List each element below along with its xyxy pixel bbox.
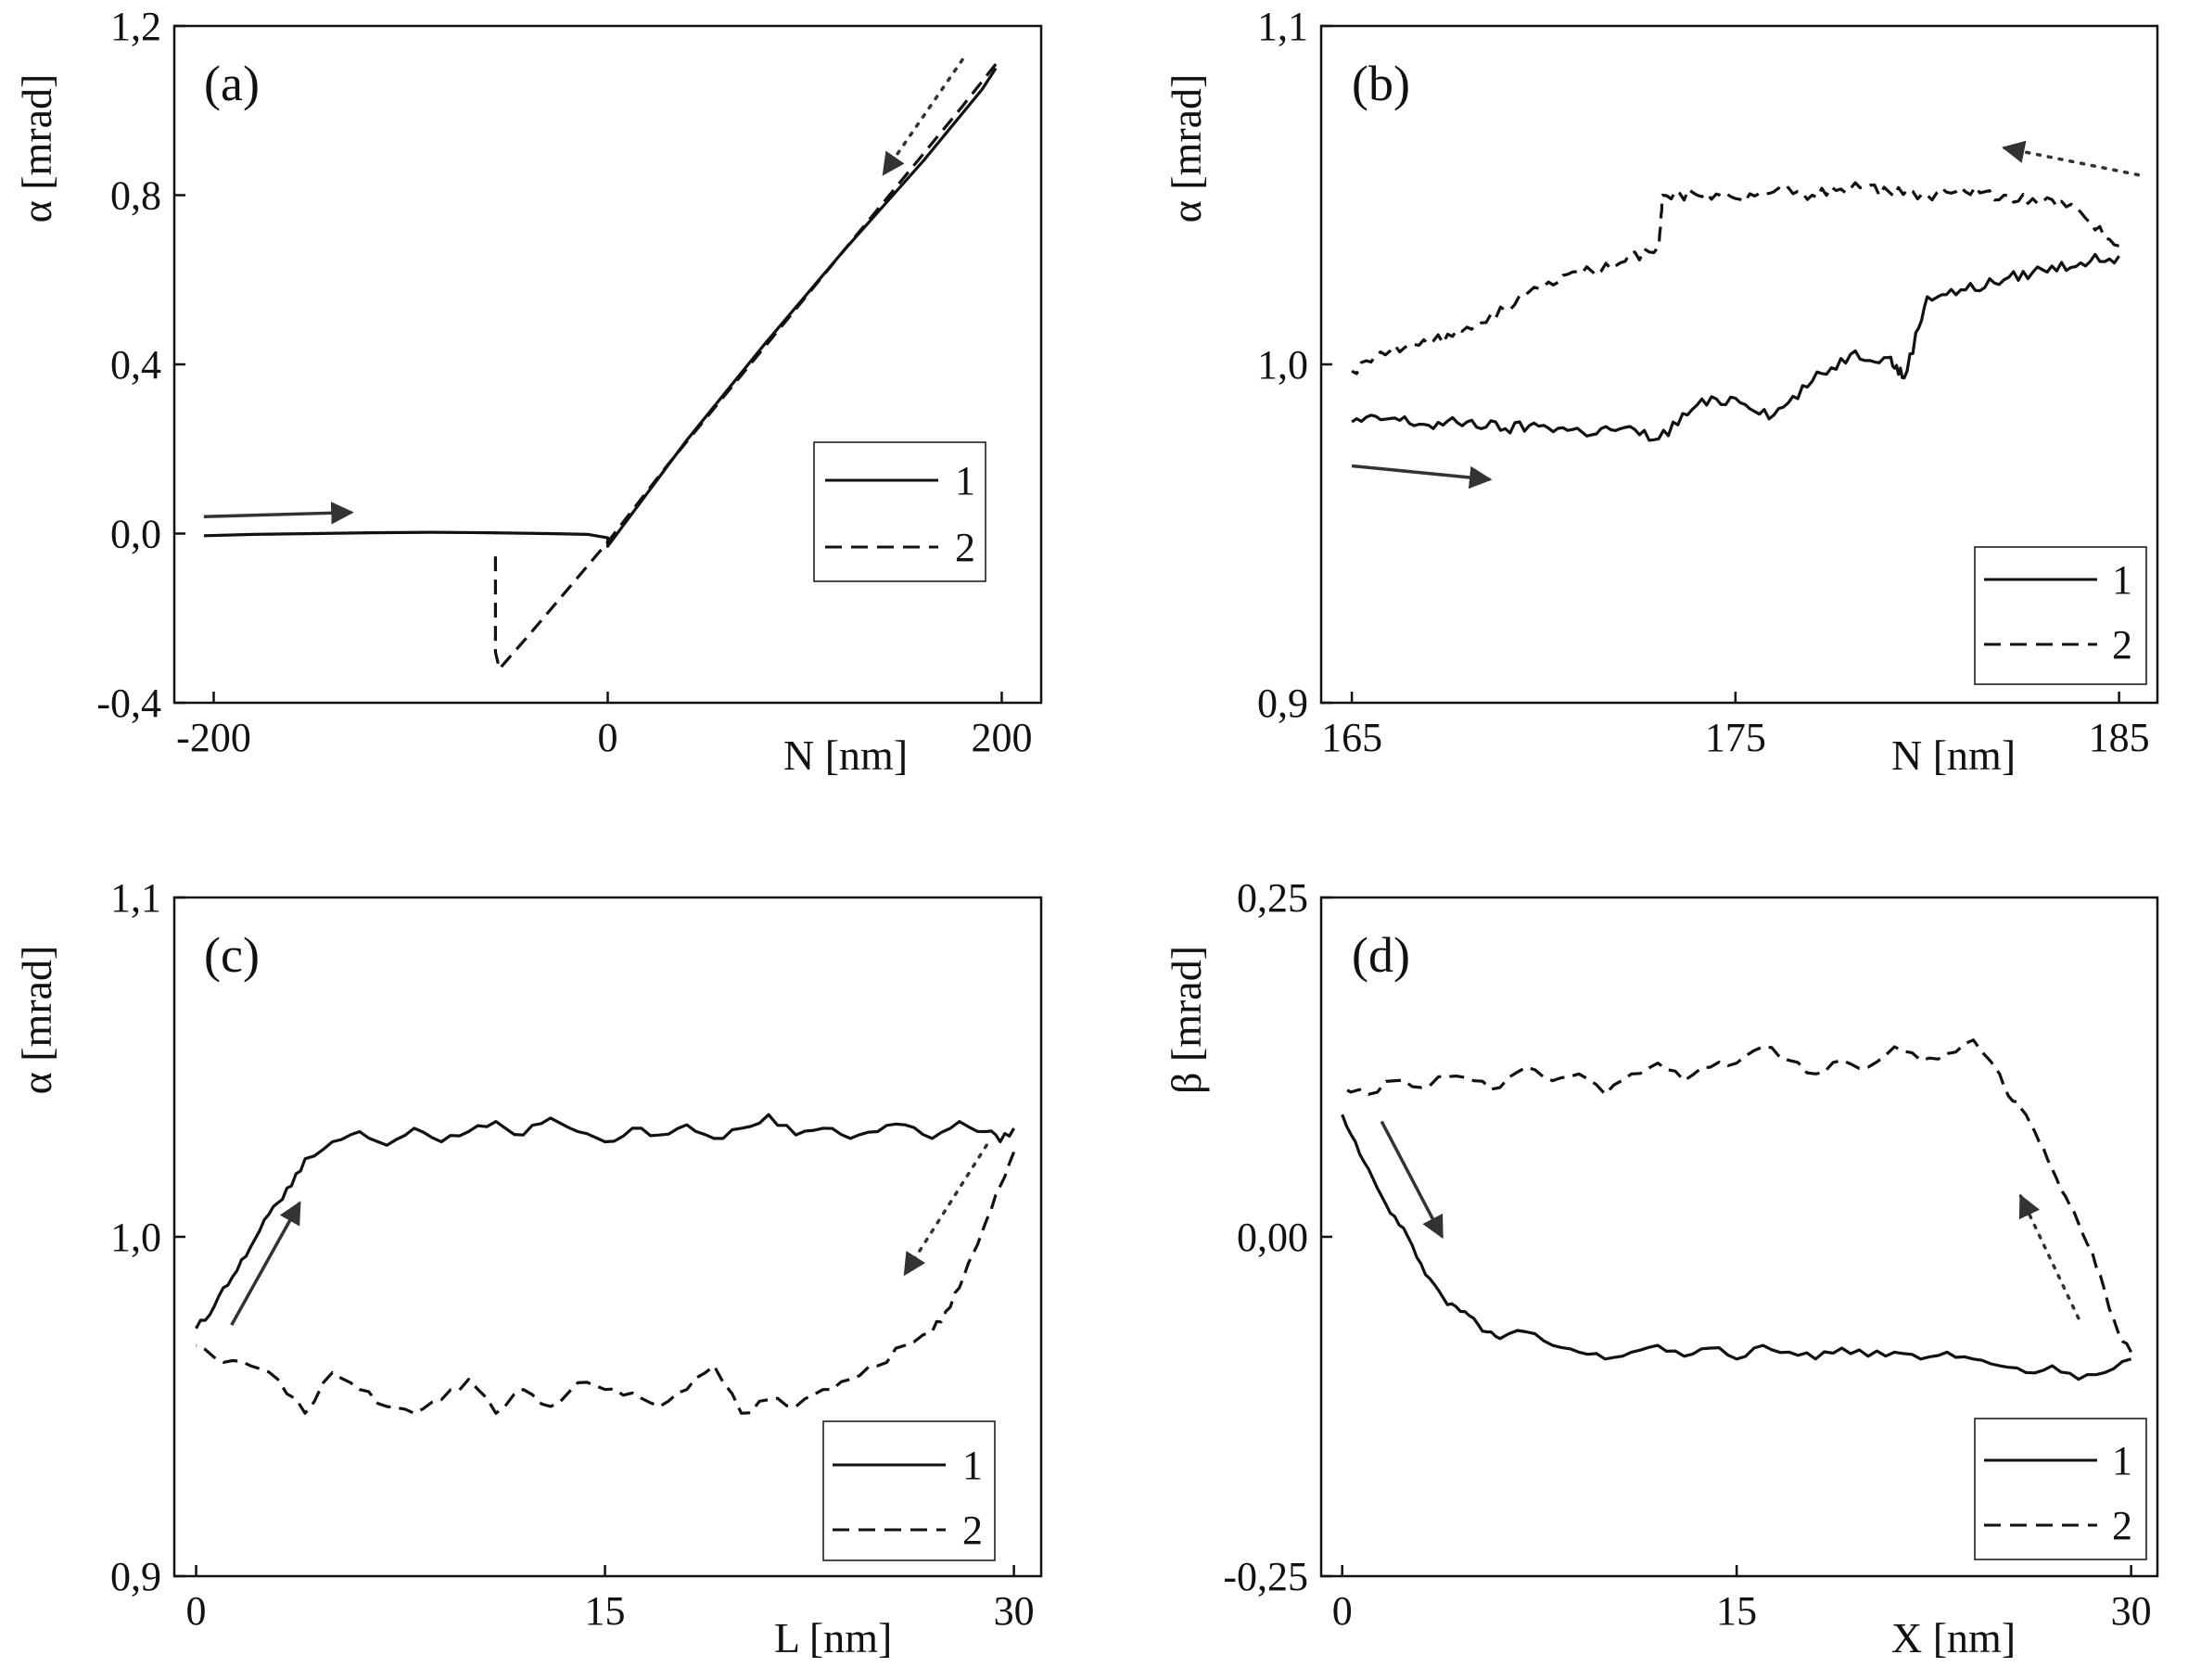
legend-box (1974, 1418, 2147, 1560)
plot-frame (172, 24, 1043, 705)
y-tick-label: 0,4 (110, 342, 161, 388)
series-layer (1351, 181, 2120, 442)
y-tick-label: 0,9 (1257, 681, 1308, 726)
forward-arrow (230, 1201, 301, 1327)
x-tick-label: 0 (598, 715, 618, 760)
legend-label-2: 2 (955, 525, 975, 570)
arrow-layer (230, 1143, 988, 1327)
panel-label: (d) (1352, 927, 1410, 983)
y-axis-title: β [mrad] (1163, 946, 1210, 1094)
legend-label-1: 1 (2112, 557, 2132, 603)
legend-label-1: 1 (955, 458, 975, 503)
series-layer (1341, 1038, 2133, 1381)
x-tick-label: 200 (972, 715, 1033, 760)
legend-label-2: 2 (2112, 622, 2132, 668)
x-tick-label: 165 (1321, 715, 1382, 760)
forward-arrow (1380, 1120, 1444, 1240)
series-line-1 (1341, 1114, 2132, 1381)
x-axis-title: X [nm] (1891, 1614, 2016, 1661)
y-axis-title: α [mrad] (13, 74, 60, 223)
series-line-1 (1351, 252, 2120, 442)
x-tick-label: 15 (585, 1588, 626, 1634)
series-layer (195, 1113, 1016, 1415)
x-tick-label: 30 (994, 1588, 1035, 1634)
series-line-2 (493, 63, 998, 671)
series-line-2 (195, 1151, 1016, 1415)
legend-label-1: 1 (962, 1443, 983, 1488)
legend: 1 2 (1974, 546, 2147, 685)
x-tick-label: 175 (1705, 715, 1766, 760)
y-tick-label: -0,25 (1223, 1554, 1308, 1599)
x-tick-label: 15 (1716, 1588, 1757, 1634)
x-axis-title: N [nm] (783, 732, 908, 779)
y-axis-title: α [mrad] (13, 946, 60, 1095)
legend-label-2: 2 (2112, 1503, 2132, 1548)
y-tick-label: 1,2 (110, 4, 161, 49)
panel-d: 0 15 30 -0,25 0,00 0,25 (d) X [nm] β [mrad] 1… (1163, 875, 2159, 1661)
panel-b: 165 175 185 0,9 1,0 1,1 (b) N [nm] α [mrad] 1… (1163, 4, 2159, 779)
arrow-layer (203, 57, 964, 525)
series-line-2 (1341, 1038, 2133, 1354)
tick-layer: -200 0 200 -0,4 0,0 0,4 0,8 1,2 (96, 4, 1032, 760)
x-axis-title: L [nm] (774, 1614, 892, 1661)
y-tick-label: 1,1 (110, 875, 161, 921)
y-tick-label: 0,0 (110, 512, 161, 557)
panel-c: 0 15 30 0,9 1,0 1,1 (c) L [nm] α [mrad] 1 2 (13, 875, 1043, 1661)
x-tick-label: 185 (2089, 715, 2150, 760)
tick-layer: 0 15 30 0,9 1,0 1,1 (110, 875, 1035, 1634)
arrow-layer (1351, 140, 2141, 490)
x-tick-label: 0 (186, 1588, 207, 1634)
y-tick-label: 0,00 (1237, 1215, 1308, 1260)
x-tick-label: 0 (1332, 1588, 1353, 1634)
x-tick-label: 30 (2111, 1588, 2152, 1634)
x-axis-title: N [nm] (1891, 732, 2016, 779)
series-line-1 (203, 67, 998, 548)
forward-arrow (203, 502, 354, 525)
return-arrow (2018, 1193, 2080, 1320)
legend: 1 2 (1974, 1418, 2147, 1560)
y-tick-label: 0,9 (110, 1554, 161, 1599)
x-tick-label: -200 (176, 715, 251, 760)
legend-box (1974, 546, 2147, 685)
y-tick-label: 1,0 (110, 1215, 161, 1260)
y-tick-label: 0,25 (1237, 875, 1308, 921)
legend-box (813, 441, 986, 582)
tick-layer: 165 175 185 0,9 1,0 1,1 (1257, 4, 2150, 760)
return-arrow (903, 1143, 988, 1277)
arrow-layer (1380, 1120, 2080, 1320)
legend: 1 2 (813, 441, 986, 582)
panel-label: (b) (1352, 56, 1410, 111)
series-layer (203, 63, 998, 671)
legend-label-2: 2 (962, 1508, 983, 1553)
forward-arrow (1351, 464, 1493, 490)
series-line-2 (1351, 181, 2119, 375)
return-arrow (882, 57, 964, 176)
legend-label-1: 1 (2112, 1438, 2132, 1483)
y-tick-label: -0,4 (96, 681, 161, 726)
tick-layer: 0 15 30 -0,25 0,00 0,25 (1223, 875, 2151, 1634)
panel-a: -200 0 200 -0,4 0,0 0,4 0,8 1,2 (a) N [nm] α [m… (13, 4, 1043, 779)
series-line-1 (195, 1113, 1015, 1330)
legend: 1 2 (822, 1420, 996, 1561)
legend-box (822, 1420, 996, 1561)
panel-label: (a) (204, 56, 260, 111)
y-tick-label: 1,1 (1257, 4, 1308, 49)
y-axis-title: α [mrad] (1163, 74, 1210, 223)
return-arrow (2002, 140, 2141, 177)
y-tick-label: 0,8 (110, 173, 161, 219)
panel-label: (c) (204, 927, 260, 983)
y-tick-label: 1,0 (1257, 342, 1308, 388)
